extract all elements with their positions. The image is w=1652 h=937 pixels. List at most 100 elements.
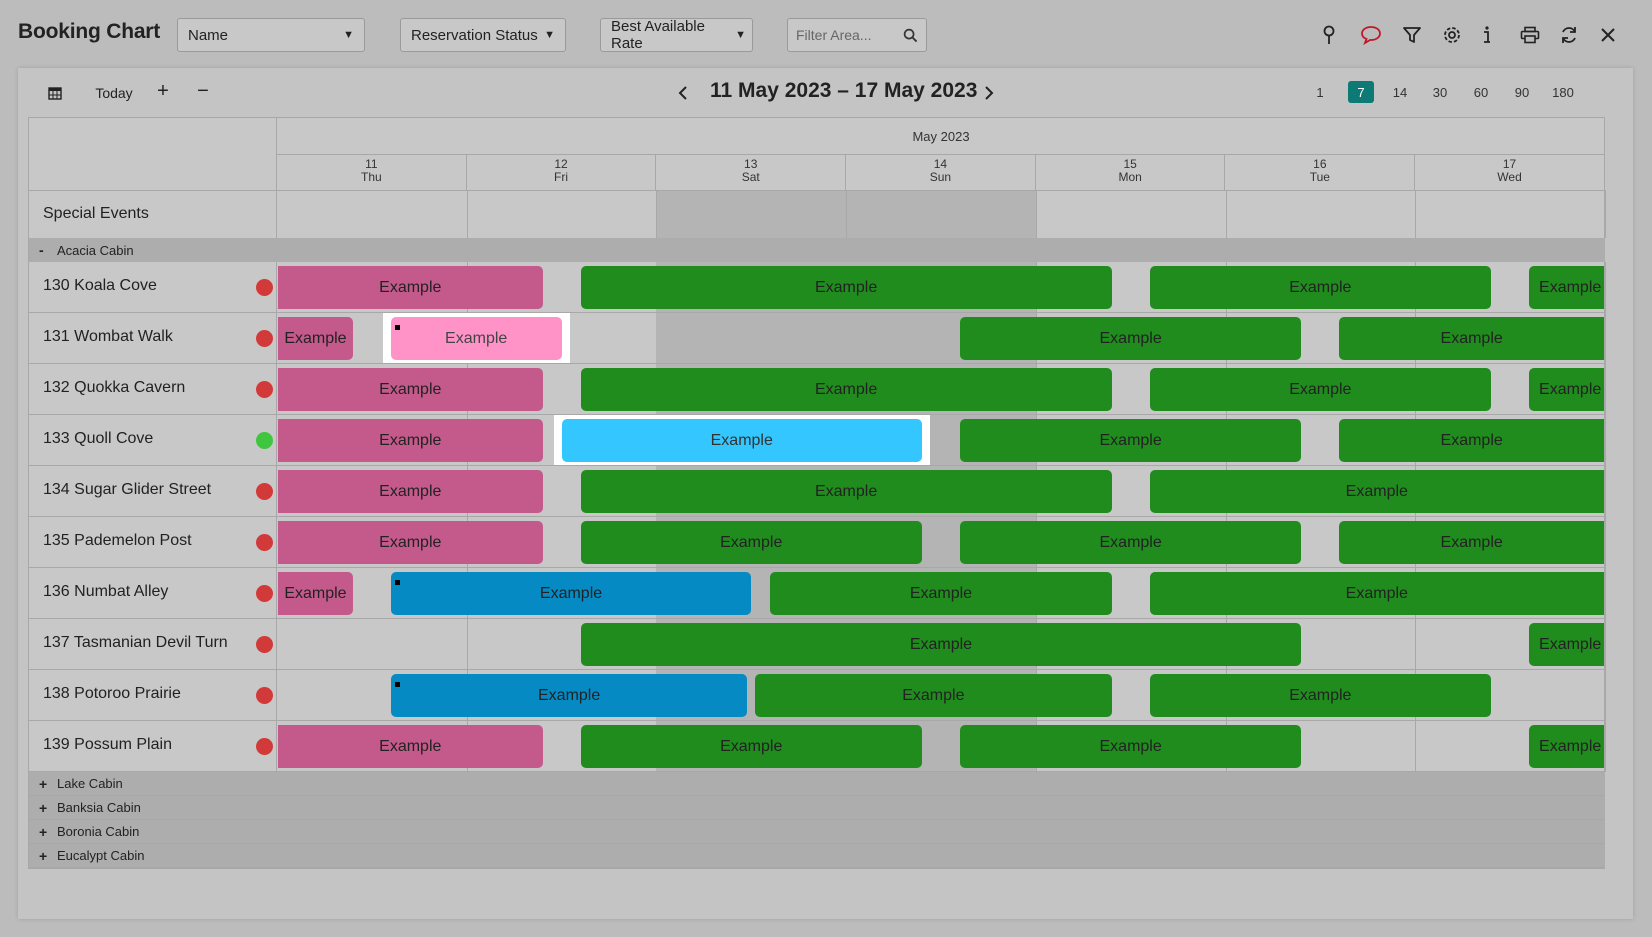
row-divider: [29, 363, 1605, 364]
zoom-option-14[interactable]: 14: [1392, 84, 1408, 100]
room-name[interactable]: 139 Possum Plain: [43, 736, 172, 753]
group-header[interactable]: + Banksia Cabin: [29, 796, 1605, 819]
booking-block[interactable]: Example: [1529, 623, 1604, 666]
gear-icon[interactable]: [1439, 22, 1465, 48]
booking-block[interactable]: Example: [755, 674, 1112, 717]
booking-block[interactable]: Example: [561, 419, 922, 462]
column-divider: [1604, 262, 1606, 313]
booking-block[interactable]: Example: [278, 266, 543, 309]
booking-block[interactable]: Example: [278, 725, 543, 768]
search-icon[interactable]: [903, 28, 918, 43]
column-divider: [1035, 190, 1037, 238]
zoom-option-7[interactable]: 7: [1348, 81, 1374, 103]
booking-block[interactable]: Example: [580, 368, 1112, 411]
print-icon[interactable]: [1517, 22, 1543, 48]
day-number: 11: [365, 157, 378, 171]
group-header[interactable]: + Boronia Cabin: [29, 820, 1605, 843]
column-divider: [1604, 517, 1606, 568]
booking-block[interactable]: Example: [959, 521, 1302, 564]
weekend-shade: [656, 313, 847, 364]
group-name: Eucalypt Cabin: [57, 848, 145, 863]
room-name[interactable]: 135 Pademelon Post: [43, 532, 192, 549]
booking-block[interactable]: Example: [959, 419, 1302, 462]
booking-block[interactable]: Example: [1529, 725, 1604, 768]
booking-block[interactable]: Example: [580, 266, 1112, 309]
booking-block[interactable]: Example: [1529, 266, 1604, 309]
booking-block[interactable]: Example: [580, 470, 1112, 513]
booking-block[interactable]: Example: [390, 317, 562, 360]
booking-block[interactable]: Example: [959, 725, 1302, 768]
group-header[interactable]: + Eucalypt Cabin: [29, 844, 1605, 867]
calendar-icon[interactable]: [42, 80, 68, 106]
room-name[interactable]: 138 Potoroo Prairie: [43, 685, 181, 702]
booking-block[interactable]: Example: [1149, 368, 1492, 411]
zoom-in-button[interactable]: +: [157, 79, 169, 102]
booking-block[interactable]: Example: [580, 725, 922, 768]
booking-block[interactable]: Example: [770, 572, 1112, 615]
column-divider: [276, 670, 277, 721]
next-range-button[interactable]: [977, 80, 1001, 106]
booking-block[interactable]: Example: [959, 317, 1302, 360]
collapse-icon[interactable]: -: [39, 242, 44, 258]
booking-block[interactable]: Example: [1149, 674, 1492, 717]
filter-icon[interactable]: [1399, 22, 1425, 48]
special-events-label: Special Events: [43, 205, 149, 222]
booking-block[interactable]: Example: [1339, 521, 1604, 564]
filter-area-input[interactable]: [796, 27, 896, 43]
room-name[interactable]: 130 Koala Cove: [43, 277, 157, 294]
page-title: Booking Chart: [18, 20, 161, 43]
comment-icon[interactable]: [1358, 22, 1384, 48]
booking-block[interactable]: Example: [1529, 368, 1604, 411]
zoom-option-180[interactable]: 180: [1552, 84, 1574, 100]
rate-select[interactable]: Best Available Rate ▼: [600, 18, 753, 52]
close-icon[interactable]: [1595, 22, 1621, 48]
booking-block[interactable]: Example: [278, 521, 543, 564]
prev-range-button[interactable]: [671, 80, 695, 106]
booking-block[interactable]: Example: [390, 572, 752, 615]
booking-block[interactable]: Example: [1339, 317, 1604, 360]
room-name[interactable]: 137 Tasmanian Devil Turn: [43, 634, 228, 651]
room-name[interactable]: 131 Wombat Walk: [43, 328, 173, 345]
booking-block[interactable]: Example: [278, 470, 543, 513]
expand-icon[interactable]: +: [39, 847, 48, 864]
expand-icon[interactable]: +: [39, 799, 48, 816]
refresh-icon[interactable]: [1556, 22, 1582, 48]
column-divider: [656, 190, 658, 238]
booking-block[interactable]: Example: [1149, 572, 1604, 615]
day-header: 13 Sat: [656, 155, 847, 190]
booking-block[interactable]: Example: [278, 317, 353, 360]
filter-area-field[interactable]: [787, 18, 927, 52]
booking-note-marker: [394, 580, 400, 585]
room-name[interactable]: 132 Quokka Cavern: [43, 379, 186, 396]
row-divider: [29, 843, 1605, 844]
room-name[interactable]: 136 Numbat Alley: [43, 583, 169, 600]
expand-icon[interactable]: +: [39, 775, 48, 792]
day-number: 12: [554, 157, 568, 171]
zoom-option-30[interactable]: 30: [1432, 84, 1448, 100]
booking-block[interactable]: Example: [580, 521, 922, 564]
zoom-option-60[interactable]: 60: [1473, 84, 1489, 100]
info-icon[interactable]: [1474, 22, 1500, 48]
group-header[interactable]: + Lake Cabin: [29, 772, 1605, 795]
zoom-option-90[interactable]: 90: [1514, 84, 1530, 100]
map-pin-icon[interactable]: [1316, 22, 1342, 48]
booking-block[interactable]: Example: [1149, 470, 1604, 513]
today-button[interactable]: Today: [95, 85, 133, 101]
room-name[interactable]: 134 Sugar Glider Street: [43, 481, 212, 498]
booking-block[interactable]: Example: [278, 368, 543, 411]
group-header[interactable]: - Acacia Cabin: [29, 238, 1605, 262]
zoom-out-button[interactable]: −: [197, 79, 209, 102]
booking-block[interactable]: Example: [580, 623, 1302, 666]
booking-block[interactable]: Example: [390, 674, 748, 717]
booking-block[interactable]: Example: [1339, 419, 1604, 462]
sort-select[interactable]: Name ▼: [177, 18, 365, 52]
status-select[interactable]: Reservation Status ▼: [400, 18, 566, 52]
booking-block[interactable]: Example: [1149, 266, 1492, 309]
booking-block[interactable]: Example: [278, 419, 543, 462]
booking-grid: May 2023 11 Thu 12 Fri 13 Sat 14 Sun 15 Mon 16 Tue 1…: [28, 117, 1606, 869]
room-name[interactable]: 133 Quoll Cove: [43, 430, 154, 447]
booking-block[interactable]: Example: [278, 572, 353, 615]
zoom-option-1[interactable]: 1: [1316, 84, 1324, 100]
expand-icon[interactable]: +: [39, 823, 48, 840]
day-header: 15 Mon: [1036, 155, 1226, 190]
